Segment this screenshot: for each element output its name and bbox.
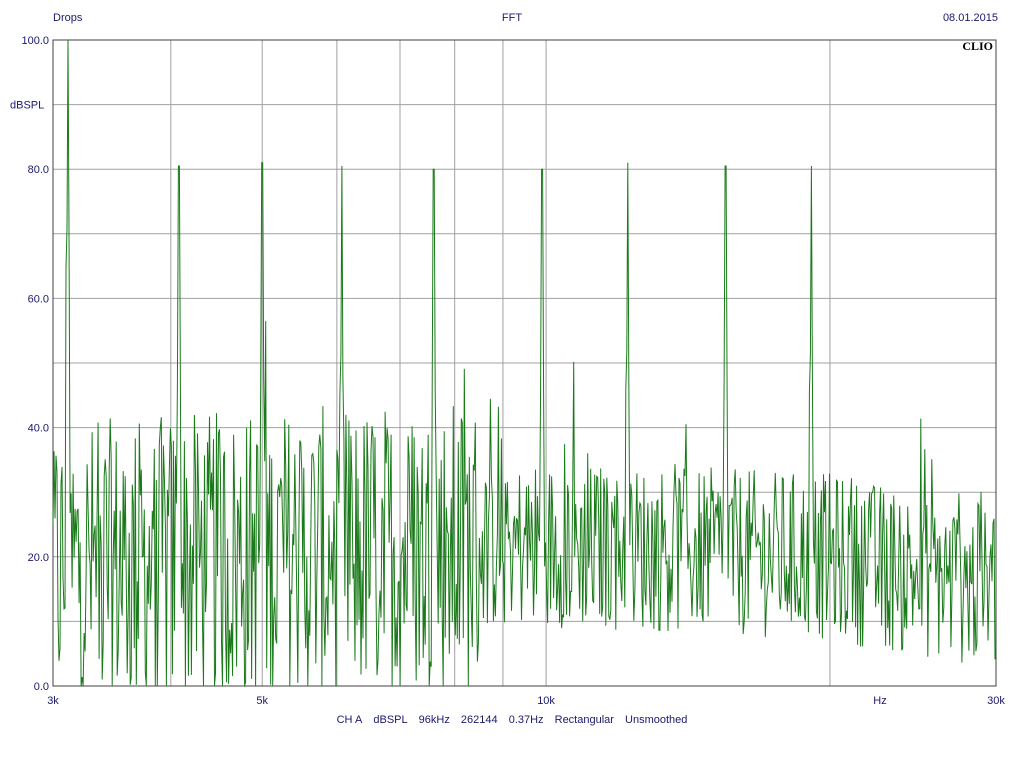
x-tick-label: 5k	[256, 695, 268, 707]
x-tick-label: 10k	[537, 695, 555, 707]
analysis-type: FFT	[501, 12, 523, 24]
y-tick-label: 0.0	[34, 681, 49, 693]
grid	[53, 40, 996, 686]
window-label: Rectangular	[554, 714, 614, 726]
y-tick-label: 40.0	[28, 423, 49, 435]
clio-logo: CLIO	[962, 39, 993, 53]
x-axis-ticks: 3k 5k 10k 30k Hz	[47, 695, 1005, 707]
fft-size-label: 262144	[460, 714, 498, 726]
unit-label: dBSPL	[373, 714, 408, 726]
x-tick-label: 30k	[987, 695, 1005, 707]
y-tick-label: 20.0	[28, 552, 49, 564]
x-tick-label: 3k	[47, 695, 59, 707]
y-tick-label: 60.0	[28, 293, 49, 305]
y-axis-ticks: 0.0 20.0 40.0 60.0 80.0 100.0	[21, 35, 49, 693]
plot-frame	[52, 39, 997, 687]
y-tick-label: 80.0	[28, 164, 49, 176]
x-unit-label: Hz	[873, 695, 886, 707]
measurement-settings: CH A dBSPL 96kHz 262144 0.37Hz Rectangul…	[0, 714, 1024, 726]
date-label: 08.01.2015	[942, 12, 998, 24]
resolution-label: 0.37Hz	[508, 714, 544, 726]
y-axis-label: dBSPL	[10, 100, 44, 112]
sample-rate-label: 96kHz	[418, 714, 450, 726]
spectrum-trace	[52, 39, 997, 687]
y-tick-label: 100.0	[21, 35, 49, 47]
chart-name: Drops	[53, 12, 83, 24]
smoothing-label: Unsmoothed	[625, 714, 688, 726]
channel-label: CH A	[336, 714, 363, 726]
